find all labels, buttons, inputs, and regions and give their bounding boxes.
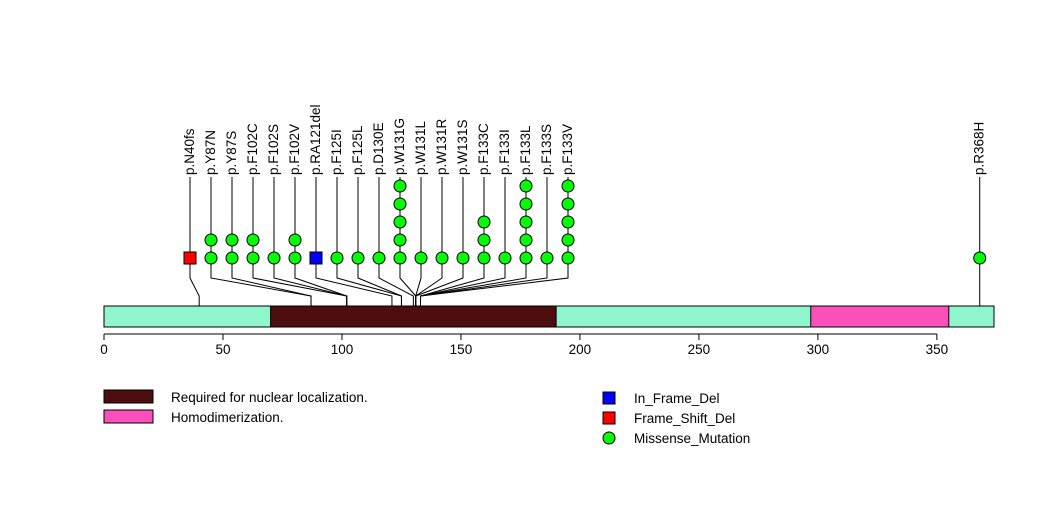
- marker-p.F133V: [561, 197, 575, 211]
- x-tick-label: 150: [450, 342, 473, 357]
- marker-p.F125I: [330, 251, 344, 265]
- mutation-label: p.W131G: [392, 118, 407, 175]
- marker-p.RA121del: [309, 251, 323, 265]
- legend-domain-label: Homodimerization.: [171, 410, 284, 425]
- x-tick-label: 100: [331, 342, 354, 357]
- mutation-stems: [189, 177, 981, 258]
- marker-p.D130E: [372, 251, 386, 265]
- marker-p.F133L: [519, 215, 533, 229]
- marker-p.Y87S: [225, 233, 239, 247]
- mutation-label: p.F133I: [497, 129, 512, 175]
- marker-p.F102S: [267, 251, 281, 265]
- legend-type-label: In_Frame_Del: [634, 391, 720, 406]
- marker-p.F102V: [288, 233, 302, 247]
- mutation-label: p.Y87N: [203, 130, 218, 175]
- mutation-label: p.F133L: [518, 125, 533, 175]
- legend-domain-swatch-1: [103, 409, 154, 424]
- marker-p.F133C: [477, 215, 491, 229]
- marker-p.F133V: [561, 215, 575, 229]
- x-tick-label: 50: [215, 342, 230, 357]
- mutation-label: p.R368H: [972, 122, 987, 175]
- x-tick-label: 350: [926, 342, 949, 357]
- mutation-label: p.F125L: [350, 125, 365, 175]
- legend-domain-label: Required for nuclear localization.: [171, 390, 368, 405]
- marker-p.F133C: [477, 251, 491, 265]
- marker-p.N40fs: [183, 251, 197, 265]
- legend-type-swatch-0: [602, 391, 616, 405]
- domain-1: [810, 305, 950, 328]
- x-tick-label: 0: [100, 342, 108, 357]
- mutation-label: p.W131R: [434, 118, 449, 175]
- marker-p.W131G: [393, 233, 407, 247]
- mutation-label: p.F125I: [329, 129, 344, 175]
- marker-p.F133L: [519, 197, 533, 211]
- marker-p.F125L: [351, 251, 365, 265]
- marker-p.F133V: [561, 233, 575, 247]
- marker-p.W131L: [414, 251, 428, 265]
- x-tick-label: 200: [569, 342, 592, 357]
- mutation-label: p.F133S: [539, 124, 554, 175]
- protein-backbone: [103, 305, 995, 328]
- marker-p.F133L: [519, 179, 533, 193]
- marker-p.W131G: [393, 179, 407, 193]
- legend-type-swatch-1: [602, 411, 616, 425]
- marker-p.F133L: [519, 251, 533, 265]
- marker-p.W131R: [435, 251, 449, 265]
- marker-p.F102C: [246, 251, 260, 265]
- marker-p.W131G: [393, 251, 407, 265]
- marker-p.W131G: [393, 197, 407, 211]
- mutation-label: p.F133C: [476, 123, 491, 175]
- marker-p.R368H: [973, 251, 987, 265]
- mutation-markers: [183, 179, 987, 265]
- marker-p.F102V: [288, 251, 302, 265]
- legend: Required for nuclear localization. Homodi…: [103, 389, 750, 446]
- mutation-label: p.RA121del: [308, 104, 323, 175]
- marker-p.Y87S: [225, 251, 239, 265]
- mutation-label: p.F133V: [560, 124, 575, 175]
- domain-0: [270, 305, 557, 328]
- mutation-label: p.Y87S: [224, 131, 239, 175]
- marker-p.F102C: [246, 233, 260, 247]
- marker-p.W131S: [456, 251, 470, 265]
- mutation-label: p.W131S: [455, 119, 470, 175]
- mutation-labels: p.N40fs p.Y87N p.Y87S p.F102C p.F102S p.F102V…: [182, 104, 987, 175]
- marker-p.F133V: [561, 179, 575, 193]
- marker-p.F133L: [519, 233, 533, 247]
- legend-type-label: Frame_Shift_Del: [634, 411, 735, 426]
- mutation-label: p.F102S: [266, 124, 281, 175]
- marker-p.F133S: [540, 251, 554, 265]
- mutation-label: p.F102V: [287, 124, 302, 175]
- legend-domain-swatch-0: [103, 389, 154, 404]
- marker-p.F133C: [477, 233, 491, 247]
- legend-type-label: Missense_Mutation: [634, 431, 750, 446]
- marker-p.F133I: [498, 251, 512, 265]
- legend-type-swatch-2: [602, 431, 616, 445]
- marker-p.F133V: [561, 251, 575, 265]
- mutation-label: p.W131L: [413, 120, 428, 175]
- mutation-label: p.D130E: [371, 122, 386, 175]
- marker-p.W131G: [393, 215, 407, 229]
- marker-p.Y87N: [204, 251, 218, 265]
- x-axis: 0 50 100 150 200 250 300 350: [100, 333, 949, 357]
- marker-p.Y87N: [204, 233, 218, 247]
- mutation-label: p.F102C: [245, 123, 260, 175]
- x-tick-label: 250: [688, 342, 711, 357]
- x-tick-label: 300: [807, 342, 830, 357]
- mutation-label: p.N40fs: [182, 128, 197, 175]
